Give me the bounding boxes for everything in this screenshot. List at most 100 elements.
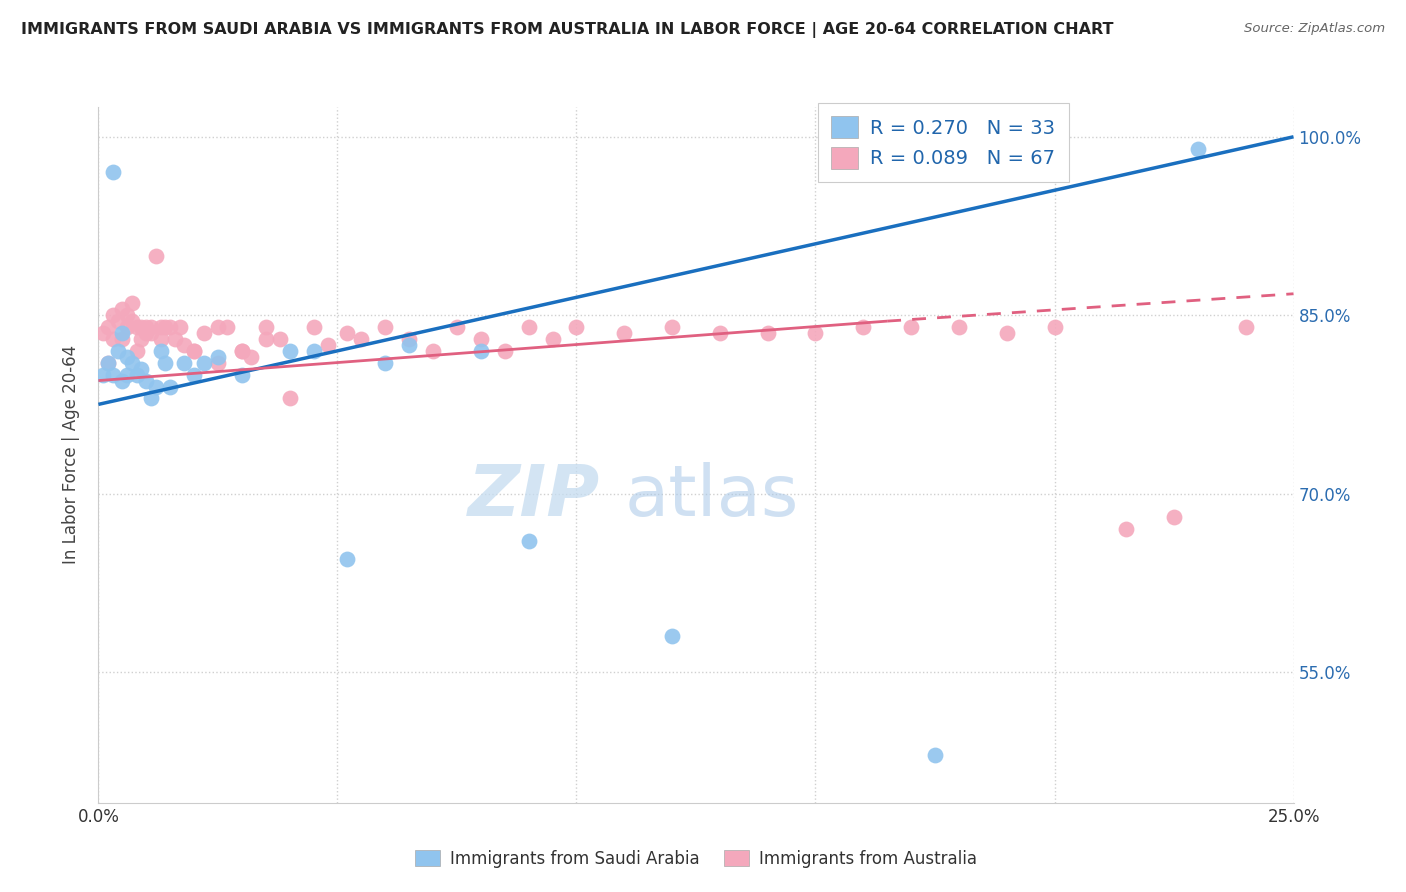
Point — [169, 320, 191, 334]
Point — [1043, 320, 1066, 334]
Point — [302, 320, 325, 334]
Point — [269, 332, 291, 346]
Point — [183, 343, 205, 358]
Point — [302, 343, 325, 358]
Point — [91, 326, 114, 340]
Point — [125, 368, 148, 382]
Point — [101, 332, 124, 346]
Point — [145, 249, 167, 263]
Point — [131, 320, 153, 334]
Point — [159, 320, 181, 334]
Point — [135, 326, 157, 340]
Point — [900, 320, 922, 334]
Text: IMMIGRANTS FROM SAUDI ARABIA VS IMMIGRANTS FROM AUSTRALIA IN LABOR FORCE | AGE 2: IMMIGRANTS FROM SAUDI ARABIA VS IMMIGRAN… — [21, 22, 1114, 38]
Point — [173, 338, 195, 352]
Point — [316, 338, 339, 352]
Point — [207, 320, 229, 334]
Text: ZIP: ZIP — [468, 462, 600, 531]
Point — [101, 368, 124, 382]
Point — [193, 356, 215, 370]
Point — [804, 326, 827, 340]
Point — [470, 343, 492, 358]
Point — [254, 320, 277, 334]
Point — [135, 320, 157, 334]
Point — [91, 368, 114, 382]
Text: atlas: atlas — [624, 462, 799, 531]
Point — [139, 326, 162, 340]
Point — [1115, 522, 1137, 536]
Text: Source: ZipAtlas.com: Source: ZipAtlas.com — [1244, 22, 1385, 36]
Point — [115, 368, 138, 382]
Point — [135, 374, 157, 388]
Point — [163, 332, 186, 346]
Point — [948, 320, 970, 334]
Point — [111, 302, 134, 317]
Point — [517, 320, 540, 334]
Point — [541, 332, 564, 346]
Point — [149, 332, 172, 346]
Point — [115, 308, 138, 322]
Point — [101, 308, 124, 322]
Point — [207, 350, 229, 364]
Point — [131, 361, 153, 376]
Point — [852, 320, 875, 334]
Point — [613, 326, 636, 340]
Point — [422, 343, 444, 358]
Point — [240, 350, 263, 364]
Point — [278, 343, 301, 358]
Point — [115, 350, 138, 364]
Point — [183, 343, 205, 358]
Legend: Immigrants from Saudi Arabia, Immigrants from Australia: Immigrants from Saudi Arabia, Immigrants… — [408, 843, 984, 874]
Point — [121, 314, 143, 328]
Point — [494, 343, 516, 358]
Point — [661, 320, 683, 334]
Point — [398, 338, 420, 352]
Point — [336, 552, 359, 566]
Point — [111, 326, 134, 340]
Point — [97, 356, 120, 370]
Point — [1234, 320, 1257, 334]
Point — [121, 296, 143, 310]
Point — [398, 332, 420, 346]
Point — [111, 374, 134, 388]
Point — [661, 629, 683, 643]
Point — [159, 379, 181, 393]
Point — [145, 379, 167, 393]
Point — [97, 356, 120, 370]
Point — [350, 332, 373, 346]
Point — [183, 368, 205, 382]
Point — [336, 326, 359, 340]
Point — [207, 356, 229, 370]
Point — [254, 332, 277, 346]
Point — [1187, 142, 1209, 156]
Point — [131, 332, 153, 346]
Point — [101, 165, 124, 179]
Point — [278, 392, 301, 406]
Point — [1163, 510, 1185, 524]
Point — [149, 320, 172, 334]
Point — [111, 332, 134, 346]
Point — [139, 320, 162, 334]
Point — [231, 343, 253, 358]
Point — [125, 343, 148, 358]
Point — [924, 748, 946, 763]
Point — [173, 356, 195, 370]
Point — [995, 326, 1018, 340]
Point — [756, 326, 779, 340]
Point — [149, 343, 172, 358]
Point — [517, 534, 540, 549]
Point — [470, 332, 492, 346]
Point — [231, 368, 253, 382]
Point — [125, 320, 148, 334]
Y-axis label: In Labor Force | Age 20-64: In Labor Force | Age 20-64 — [62, 345, 80, 565]
Point — [193, 326, 215, 340]
Point — [97, 320, 120, 334]
Point — [217, 320, 239, 334]
Point — [139, 392, 162, 406]
Point — [565, 320, 588, 334]
Point — [231, 343, 253, 358]
Point — [121, 356, 143, 370]
Point — [374, 320, 396, 334]
Point — [107, 343, 129, 358]
Point — [374, 356, 396, 370]
